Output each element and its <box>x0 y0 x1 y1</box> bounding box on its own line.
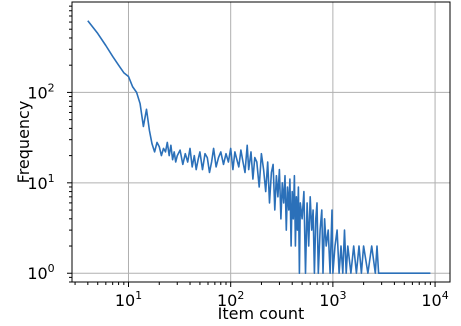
y-axis-label: Frequency <box>14 101 33 184</box>
x-tick-label: 103 <box>319 289 346 310</box>
tick-labels: 101 102 103 104 100 101 102 <box>27 81 448 310</box>
series-group <box>87 20 431 275</box>
series-line <box>87 20 431 275</box>
x-tick-label: 102 <box>217 289 244 310</box>
ticks <box>67 5 436 287</box>
x-tick-label: 104 <box>421 289 448 310</box>
y-tick-label: 102 <box>27 81 54 102</box>
x-axis-label: Item count <box>218 304 305 323</box>
x-tick-label: 101 <box>115 289 142 310</box>
y-tick-label: 101 <box>27 172 54 193</box>
gridlines <box>72 2 450 282</box>
y-tick-label: 100 <box>27 262 54 283</box>
